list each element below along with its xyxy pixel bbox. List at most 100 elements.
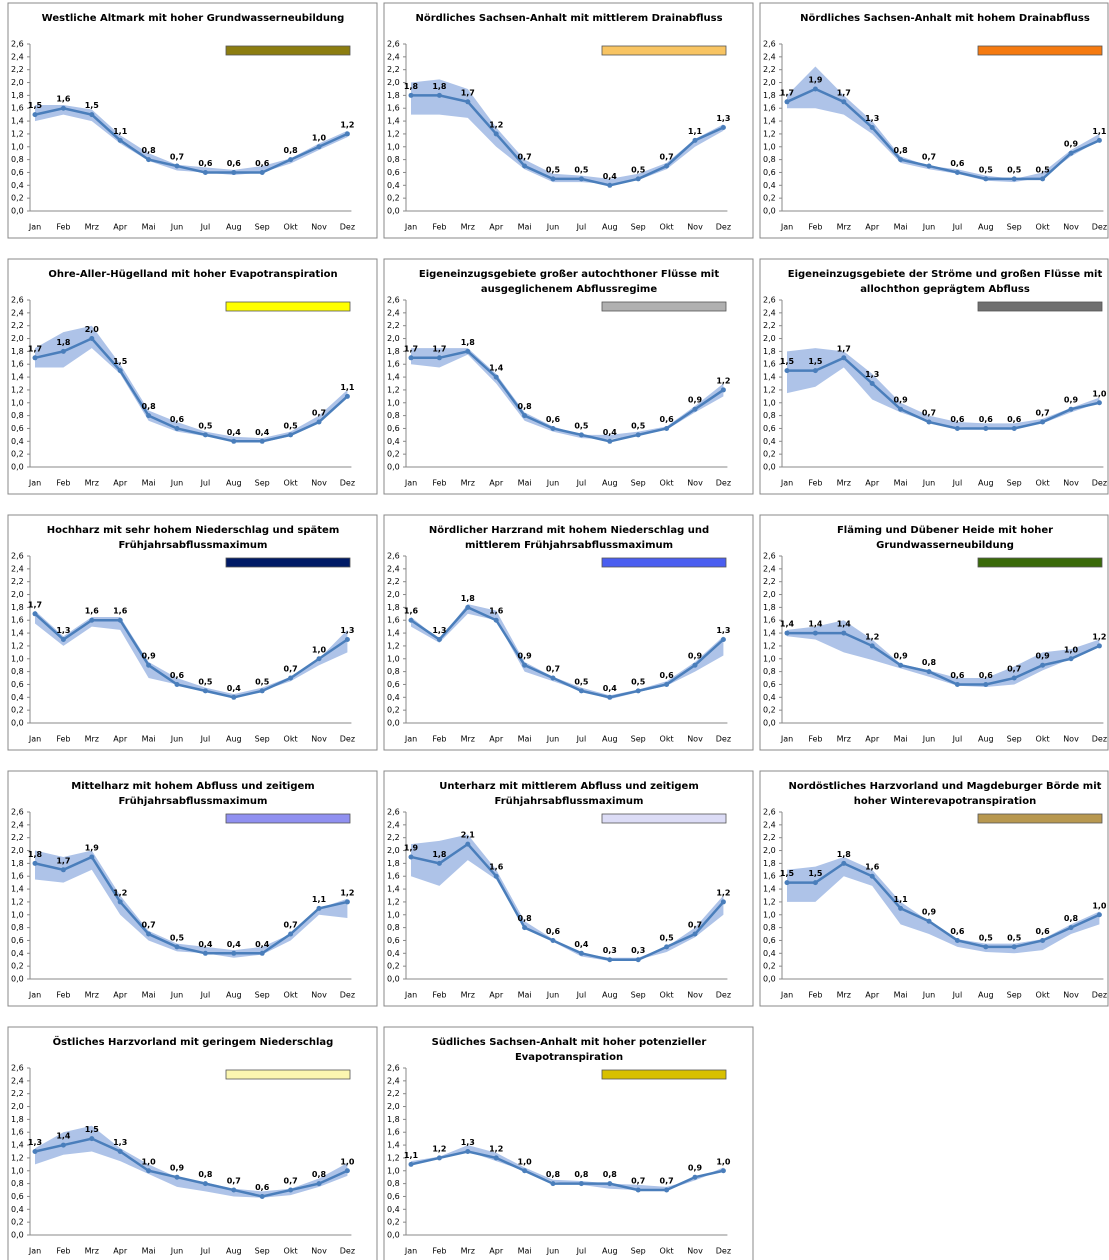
data-label: 1,2 <box>716 888 730 897</box>
y-tick-label: 2,2 <box>387 577 400 586</box>
x-tick-label: Okt <box>660 479 674 488</box>
data-point <box>493 374 499 380</box>
data-label: 1,2 <box>340 888 354 897</box>
x-tick-label: Mai <box>518 223 532 232</box>
y-tick-label: 1,8 <box>11 347 24 356</box>
y-tick-label: 1,4 <box>11 885 24 894</box>
x-tick-label: Jun <box>546 479 560 488</box>
y-tick-label: 0,0 <box>11 1231 24 1240</box>
range-band <box>411 834 724 962</box>
x-tick-label: Aug <box>978 735 994 744</box>
x-tick-label: Jan <box>404 223 417 232</box>
x-tick-label: Dez <box>340 735 355 744</box>
data-point <box>32 1149 38 1154</box>
x-tick-label: Feb <box>56 991 70 1000</box>
x-tick-label: Dez <box>716 223 731 232</box>
x-tick-label: Nov <box>1063 735 1079 744</box>
range-band <box>35 1125 348 1198</box>
y-tick-label: 0,8 <box>387 1179 400 1188</box>
x-tick-label: Jul <box>200 479 211 488</box>
x-tick-label: Nov <box>687 735 703 744</box>
x-tick-label: Sep <box>1007 735 1022 744</box>
data-point <box>841 355 847 361</box>
data-point <box>550 176 556 182</box>
y-tick-label: 1,2 <box>387 1153 400 1162</box>
y-tick-label: 0,2 <box>11 194 24 203</box>
x-tick-label: Jun <box>170 479 184 488</box>
x-tick-label: Jan <box>28 735 41 744</box>
y-tick-label: 1,0 <box>387 398 400 407</box>
y-tick-label: 2,6 <box>763 808 776 817</box>
y-tick-label: 0,8 <box>387 667 400 676</box>
data-label: 0,5 <box>170 933 185 942</box>
data-point <box>841 630 847 636</box>
x-tick-label: Mai <box>142 735 156 744</box>
x-tick-label: Mrz <box>837 223 851 232</box>
y-tick-label: 0,4 <box>763 437 776 446</box>
x-tick-label: Jan <box>404 1247 417 1256</box>
data-label: 1,2 <box>432 1144 446 1153</box>
data-label: 1,1 <box>1092 127 1107 136</box>
y-tick-label: 0,0 <box>387 975 400 984</box>
x-tick-label: Jul <box>952 735 963 744</box>
x-tick-label: Mrz <box>837 735 851 744</box>
data-point <box>288 157 294 163</box>
data-point <box>635 176 641 182</box>
y-tick-label: 2,0 <box>763 846 776 855</box>
data-point <box>1096 137 1102 143</box>
data-line <box>787 631 1100 686</box>
data-point <box>607 182 613 188</box>
data-point <box>1096 643 1102 649</box>
data-point <box>607 957 613 963</box>
x-tick-label: Aug <box>978 991 994 1000</box>
y-tick-label: 0,0 <box>763 975 776 984</box>
x-tick-label: Dez <box>716 735 731 744</box>
legend-swatch <box>977 557 1103 568</box>
data-point <box>635 688 641 694</box>
y-tick-label: 1,4 <box>387 373 400 382</box>
x-tick-label: Mai <box>894 735 908 744</box>
y-tick-label: 2,0 <box>11 78 24 87</box>
data-label: 1,1 <box>340 383 355 392</box>
data-label: 1,7 <box>56 856 70 865</box>
data-label: 0,8 <box>894 146 909 155</box>
range-band <box>35 850 348 958</box>
data-point <box>436 1155 442 1161</box>
data-point <box>898 662 904 668</box>
y-tick-label: 1,0 <box>763 910 776 919</box>
y-tick-label: 0,2 <box>11 962 24 971</box>
y-tick-label: 1,8 <box>387 603 400 612</box>
x-tick-label: Jul <box>200 1247 211 1256</box>
data-line <box>34 337 349 443</box>
data-point <box>493 617 499 623</box>
y-tick-label: 2,4 <box>763 52 776 61</box>
data-point <box>288 675 294 681</box>
y-tick-label: 2,4 <box>11 564 24 573</box>
x-tick-label: Mrz <box>461 735 475 744</box>
y-tick-label: 0,0 <box>11 719 24 728</box>
data-label: 0,5 <box>574 421 589 430</box>
data-point <box>550 937 556 943</box>
panel-frame <box>759 2 1109 239</box>
data-point <box>1040 662 1046 668</box>
data-label: 1,3 <box>716 626 730 635</box>
data-point <box>344 131 350 137</box>
range-band <box>787 66 1100 183</box>
x-tick-label: Nov <box>1063 991 1079 1000</box>
data-label: 1,3 <box>56 626 70 635</box>
data-label: 0,9 <box>1064 396 1079 405</box>
x-tick-label: Feb <box>56 223 70 232</box>
chart-title: Ohre-Aller-Hügelland mit hoher Evapotran… <box>48 269 337 280</box>
y-tick-label: 2,6 <box>11 296 24 305</box>
x-tick-label: Feb <box>432 479 446 488</box>
legend-swatch <box>601 1069 727 1080</box>
data-label: 1,8 <box>461 338 476 347</box>
x-tick-label: Jun <box>546 735 560 744</box>
data-point <box>60 867 66 873</box>
data-label: 1,6 <box>489 607 504 616</box>
x-tick-label: Okt <box>660 991 674 1000</box>
y-tick-label: 0,2 <box>11 706 24 715</box>
data-label: 1,9 <box>404 843 419 852</box>
chart-title: Mittelharz mit hohem Abfluss und zeitige… <box>71 781 314 792</box>
x-tick-label: Jan <box>780 223 793 232</box>
